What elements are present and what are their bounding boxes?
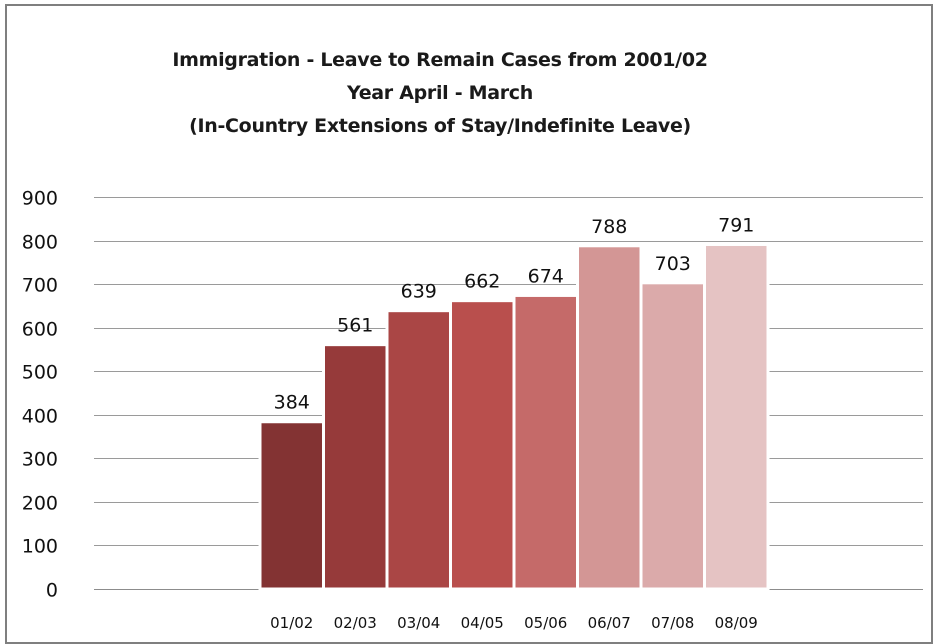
x-tick-label: 02/03 xyxy=(334,614,377,632)
data-label: 662 xyxy=(464,271,500,293)
x-tick-label: 01/02 xyxy=(270,614,313,632)
y-tick-label: 500 xyxy=(22,362,58,384)
bar xyxy=(322,343,389,591)
y-tick-label: 800 xyxy=(22,232,58,254)
y-tick-label: 600 xyxy=(22,319,58,341)
x-tick-label: 08/09 xyxy=(715,614,758,632)
bar xyxy=(449,299,516,591)
chart-title-line-2: Year April - March xyxy=(346,82,533,104)
chart-title-line-3: (In-Country Extensions of Stay/Indefinit… xyxy=(189,115,691,137)
y-tick-label: 900 xyxy=(22,188,58,210)
data-label: 561 xyxy=(337,315,373,337)
y-tick-label: 400 xyxy=(22,406,58,428)
data-label: 703 xyxy=(655,253,691,275)
bar xyxy=(385,309,452,591)
bar xyxy=(576,244,643,591)
chart-title-line-1: Immigration - Leave to Remain Cases from… xyxy=(172,49,708,71)
x-axis-category-labels: 01/02 02/03 03/04 04/05 05/06 06/07 07/08 08/09 xyxy=(270,614,758,632)
y-tick-label: 700 xyxy=(22,275,58,297)
data-label: 384 xyxy=(274,392,310,414)
y-tick-label: 100 xyxy=(22,536,58,558)
bar xyxy=(512,293,579,591)
bar xyxy=(258,420,325,591)
y-tick-label: 0 xyxy=(46,580,58,602)
bar xyxy=(703,242,770,591)
data-labels: 384 561 639 662 674 788 703 791 xyxy=(274,214,755,413)
chart-title: Immigration - Leave to Remain Cases from… xyxy=(60,44,820,143)
y-axis-tick-labels: 0 100 200 300 400 500 600 700 800 900 xyxy=(22,188,58,602)
x-tick-label: 03/04 xyxy=(397,614,440,632)
x-tick-label: 04/05 xyxy=(461,614,504,632)
x-tick-label: 06/07 xyxy=(588,614,631,632)
x-tick-label: 07/08 xyxy=(651,614,694,632)
y-tick-label: 300 xyxy=(22,449,58,471)
x-tick-label: 05/06 xyxy=(524,614,567,632)
data-label: 791 xyxy=(718,214,754,236)
y-tick-label: 200 xyxy=(22,493,58,515)
bar xyxy=(639,281,706,591)
data-label: 639 xyxy=(401,281,437,303)
data-label: 788 xyxy=(591,216,627,238)
data-label: 674 xyxy=(528,265,564,287)
bars xyxy=(258,242,770,591)
